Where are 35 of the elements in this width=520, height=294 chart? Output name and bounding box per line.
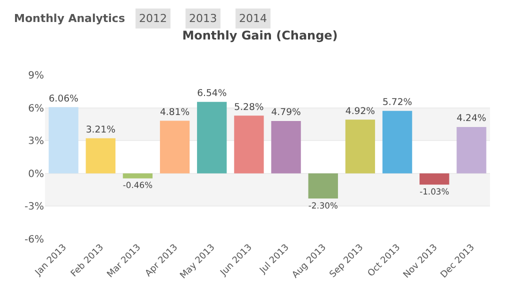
y-tick-label: 9% bbox=[28, 70, 44, 82]
data-label: 4.79% bbox=[271, 107, 301, 118]
bar bbox=[420, 173, 450, 185]
y-tick-label: 0% bbox=[28, 168, 44, 180]
bar bbox=[86, 138, 116, 174]
bar bbox=[234, 116, 264, 174]
bar bbox=[456, 127, 486, 174]
bar bbox=[271, 121, 301, 174]
text: 2013 bbox=[189, 12, 217, 25]
data-label: 4.81% bbox=[160, 107, 190, 118]
data-label: 6.54% bbox=[197, 88, 227, 100]
y-tick-label: -3% bbox=[24, 202, 44, 213]
data-label: 5.72% bbox=[382, 97, 412, 108]
data-label: 5.28% bbox=[234, 102, 264, 113]
data-label: -2.30% bbox=[308, 200, 338, 210]
chart-title: Monthly Gain (Change) bbox=[182, 28, 338, 42]
bar bbox=[160, 120, 190, 174]
text: 2014 bbox=[239, 12, 267, 25]
data-label: 4.24% bbox=[456, 113, 486, 124]
y-tick-label: 3% bbox=[28, 136, 44, 148]
bar bbox=[48, 107, 78, 174]
bar bbox=[382, 110, 412, 174]
text: 2012 bbox=[139, 12, 167, 25]
bar bbox=[197, 102, 227, 174]
data-label: 4.92% bbox=[345, 106, 376, 117]
y-tick-label: -6% bbox=[24, 234, 44, 246]
data-label: 6.06% bbox=[48, 93, 78, 104]
text: Monthly Analytics bbox=[14, 12, 126, 25]
bar bbox=[122, 173, 153, 178]
data-label: 3.21% bbox=[86, 124, 116, 136]
bar bbox=[308, 173, 338, 199]
data-label: -0.46% bbox=[122, 180, 153, 190]
data-label: -1.03% bbox=[420, 186, 450, 196]
bar bbox=[345, 120, 376, 174]
y-tick-label: 6% bbox=[28, 103, 44, 114]
